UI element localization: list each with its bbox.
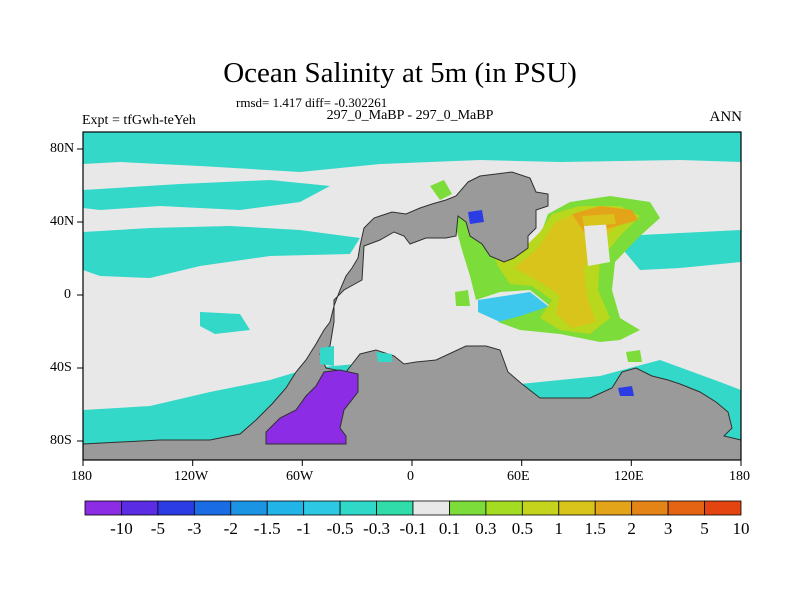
subtitle-center: 297_0_MaBP - 297_0_MaBP <box>326 108 494 123</box>
map-title: Ocean Salinity at 5m (in PSU) <box>223 57 577 89</box>
colorbar-label: 3 <box>663 519 673 538</box>
x-tick-60w: 60W <box>286 469 314 484</box>
x-tick-120e: 120E <box>614 469 644 484</box>
x-tick-120w: 120W <box>174 469 209 484</box>
x-tick-0: 0 <box>407 469 414 484</box>
fresh-basin-blue-patch <box>618 386 634 396</box>
small-saline-patch-south <box>626 350 642 362</box>
small-saline-patch-north <box>430 180 452 200</box>
tropical-pacific-freshening-region <box>83 226 360 278</box>
land-hole-west <box>320 346 334 366</box>
north-pacific-freshening-region <box>83 180 330 210</box>
colorbar-label: 1.5 <box>584 519 606 538</box>
colorbar-label: -1.5 <box>253 519 281 538</box>
y-tick-0: 0 <box>64 287 71 302</box>
y-tick-40n: 40N <box>50 214 75 229</box>
colorbar-label: -0.3 <box>363 519 390 538</box>
colorbar-label: 0.1 <box>438 519 461 538</box>
colorbar-label: 10 <box>732 519 750 538</box>
colorbar-label: -5 <box>150 519 165 538</box>
east-ocean-freshening-band <box>620 230 741 270</box>
colorbar-label: -0.1 <box>399 519 427 538</box>
x-tick-60e: 60E <box>507 469 530 484</box>
colorbar-label: 1 <box>554 519 564 538</box>
y-tick-80n: 80N <box>50 141 75 156</box>
x-tick-180-east: 180 <box>729 469 750 484</box>
inland-sea-blue <box>468 210 484 224</box>
colorbar-label: 2 <box>627 519 636 538</box>
colorbar-label: -10 <box>110 519 133 538</box>
colorbar-label: 0.3 <box>475 519 497 538</box>
y-tick-80s: 80S <box>50 433 72 448</box>
land-hole-saline <box>582 214 616 226</box>
continent-land <box>83 171 741 460</box>
y-tick-marks <box>77 148 83 442</box>
x-tick-180-west: 180 <box>71 469 92 484</box>
colorbar-label: -2 <box>223 519 238 538</box>
colorbar-label: 0.5 <box>511 519 533 538</box>
colorbar-label: -1 <box>296 519 311 538</box>
y-tick-40s: 40S <box>50 360 72 375</box>
colorbar-label: 5 <box>700 519 709 538</box>
east-pacific-freshening-region <box>200 312 250 334</box>
subtitle-right: ANN <box>709 109 743 125</box>
colorbar-label: -0.5 <box>326 519 354 538</box>
small-saline-patch-west <box>455 290 470 306</box>
arctic-freshening-region <box>83 132 741 172</box>
colorbar-label: -3 <box>187 519 202 538</box>
x-tick-marks <box>82 460 742 466</box>
land-hole-east <box>584 224 610 266</box>
land-hole-mid <box>376 352 392 362</box>
fresh-basin-purple <box>265 369 359 445</box>
stats-text: rmsd= 1.417 diff= -0.302261 <box>236 95 388 110</box>
subtitle-left: Expt = tfGwh-teYeh <box>82 113 196 128</box>
